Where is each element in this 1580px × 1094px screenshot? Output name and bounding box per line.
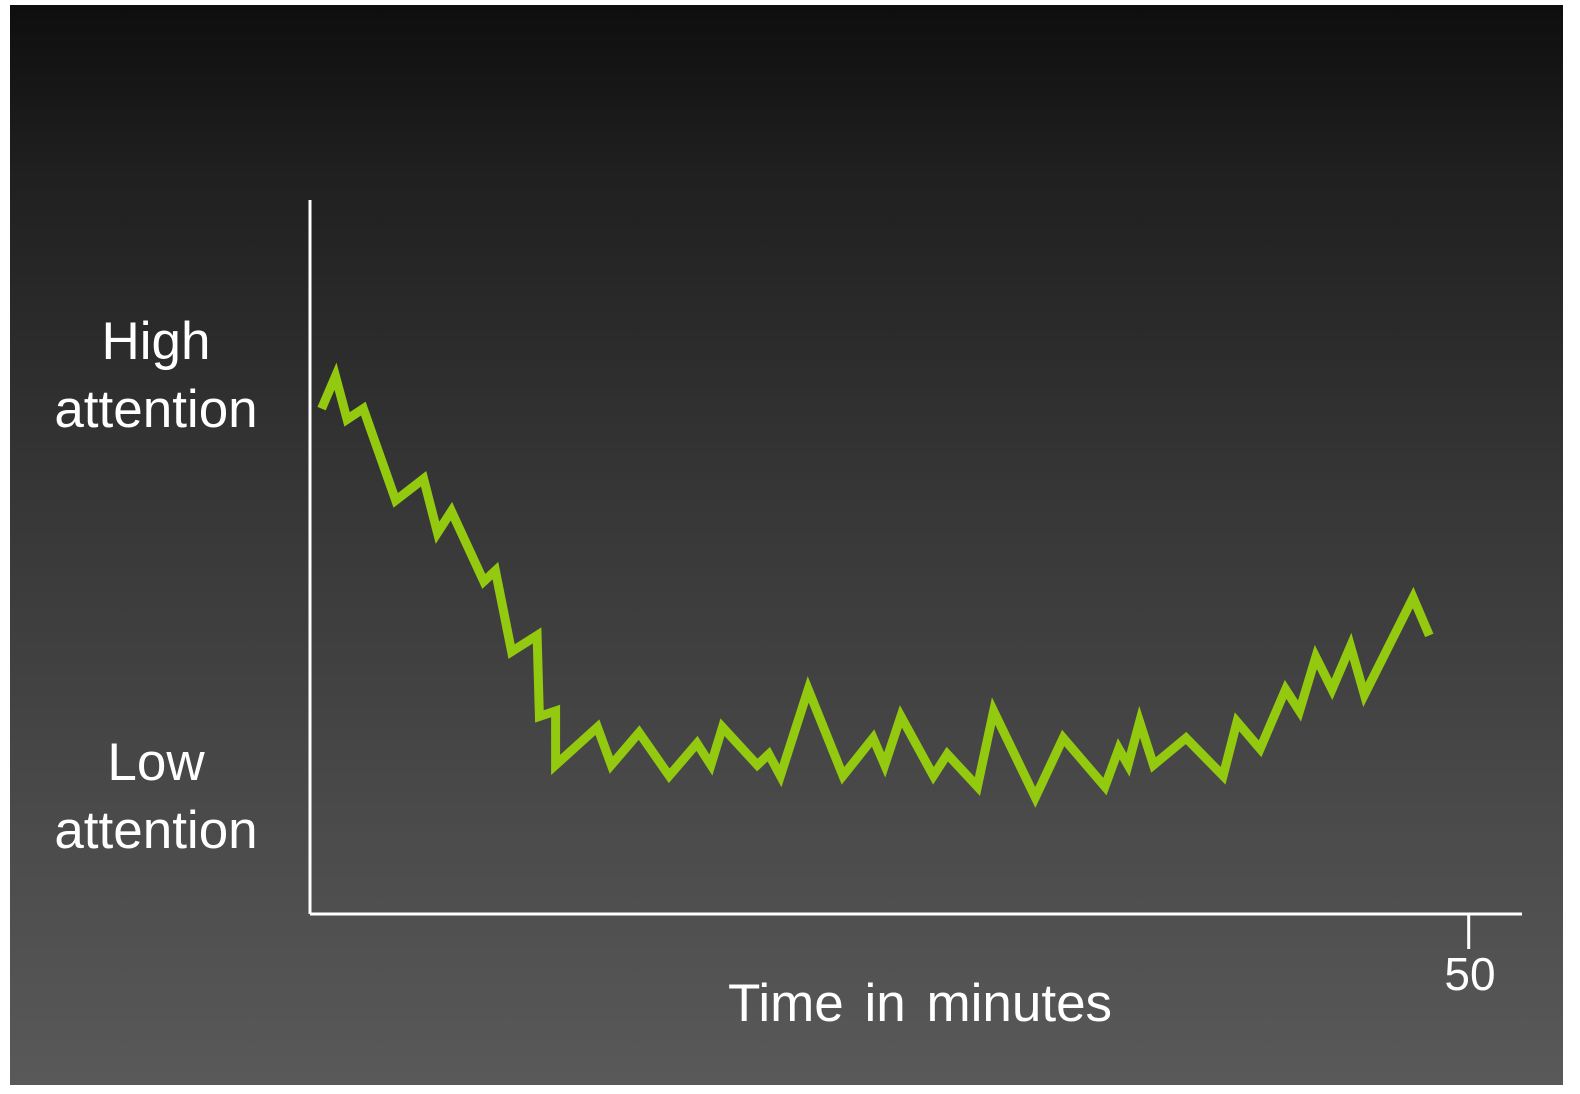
y-tick-label-high-line1: High [101,312,211,371]
y-tick-label-high-line2: attention [54,380,258,439]
x-tick-label: 50 [1444,948,1496,1000]
attention-series-line [317,362,1434,808]
chart-background [10,5,1563,1085]
y-tick-label-low: Low attention [6,729,306,865]
y-tick-label-high: High attention [6,308,306,444]
x-axis-label: Time in minutes [727,974,1113,1033]
attention-series-points [321,376,1430,798]
y-tick-label-low-line2: attention [54,801,258,860]
y-tick-label-low-line1: Low [107,733,205,792]
